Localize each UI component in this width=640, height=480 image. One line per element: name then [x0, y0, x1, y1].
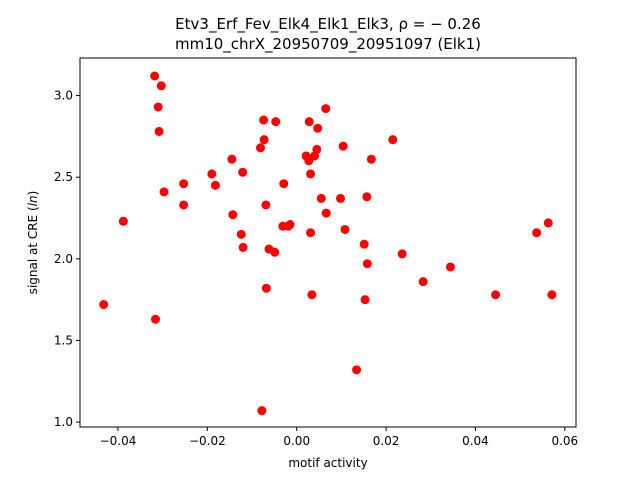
data-point [360, 295, 370, 305]
data-point [279, 179, 289, 189]
data-point [388, 135, 398, 145]
data-point [236, 229, 246, 239]
data-point [227, 154, 237, 164]
data-point [418, 277, 428, 287]
x-tick-label: 0.02 [373, 434, 400, 448]
data-point [352, 365, 362, 375]
data-point [154, 126, 164, 136]
data-point [270, 247, 280, 257]
data-point [491, 290, 501, 300]
x-tick-label: 0.00 [283, 434, 310, 448]
data-point [313, 123, 323, 133]
x-axis-ticks: −0.04 −0.02 0.00 0.02 0.04 0.06 [100, 427, 578, 448]
data-point [321, 104, 331, 114]
y-tick-label: 1.0 [54, 415, 73, 429]
data-point [179, 179, 189, 189]
data-point [210, 180, 220, 190]
x-axis-label: motif activity [288, 456, 367, 470]
data-point [362, 259, 372, 269]
data-point [307, 290, 317, 300]
data-point [261, 200, 271, 210]
data-point [238, 167, 248, 177]
plot-frame [79, 57, 577, 428]
data-point [151, 314, 161, 324]
y-tick-label: 3.0 [54, 89, 73, 103]
data-point [532, 228, 542, 238]
plot-background [80, 58, 576, 427]
y-axis-ticks: 1.0 1.5 2.0 2.5 3.0 [54, 89, 80, 429]
y-axis-label-prefix: signal at CRE ( [26, 206, 40, 294]
x-tick-label: −0.02 [189, 434, 226, 448]
x-tick-label: 0.06 [551, 434, 578, 448]
data-point [207, 169, 217, 179]
data-points [99, 71, 557, 416]
data-point [285, 220, 295, 230]
data-point [228, 210, 238, 220]
data-point [153, 102, 163, 112]
data-point [159, 187, 169, 197]
data-point [543, 218, 553, 228]
y-tick-label: 1.5 [54, 333, 73, 347]
y-tick-label: 2.5 [54, 170, 73, 184]
data-point [366, 154, 376, 164]
data-point [547, 290, 557, 300]
data-point [238, 242, 248, 252]
data-point [156, 81, 166, 91]
y-tick-label: 2.0 [54, 252, 73, 266]
data-point [256, 143, 266, 153]
data-point [150, 71, 160, 81]
chart-title: Etv3_Erf_Fev_Elk4_Elk1_Elk3, ρ = − 0.26 [175, 15, 481, 34]
data-point [261, 283, 271, 293]
y-axis-label-suffix: ) [26, 191, 40, 196]
data-point [362, 192, 372, 202]
data-point [397, 249, 407, 259]
y-axis-label: signal at CRE (ln) [26, 191, 40, 295]
data-point [336, 193, 346, 203]
chart-subtitle: mm10_chrX_20950709_20951097 (Elk1) [175, 35, 481, 54]
data-point [338, 141, 348, 151]
data-point [99, 300, 109, 310]
data-point [306, 169, 316, 179]
data-point [304, 117, 314, 127]
data-point [259, 115, 269, 125]
y-axis-label-italic: ln [26, 195, 40, 206]
data-point [271, 117, 281, 127]
data-point [316, 193, 326, 203]
x-tick-label: −0.04 [100, 434, 137, 448]
data-point [321, 208, 331, 218]
data-point [259, 135, 269, 145]
data-point [445, 262, 455, 272]
data-point [340, 224, 350, 234]
data-point [257, 406, 267, 416]
data-point [306, 228, 316, 238]
data-point [118, 216, 128, 226]
data-point [312, 144, 322, 154]
data-point [179, 200, 189, 210]
plot-area: −0.04 −0.02 0.00 0.02 0.04 0.06 1.0 1.5 2.0 2.5 3… [54, 57, 578, 448]
data-point [359, 239, 369, 249]
x-tick-label: 0.04 [462, 434, 489, 448]
